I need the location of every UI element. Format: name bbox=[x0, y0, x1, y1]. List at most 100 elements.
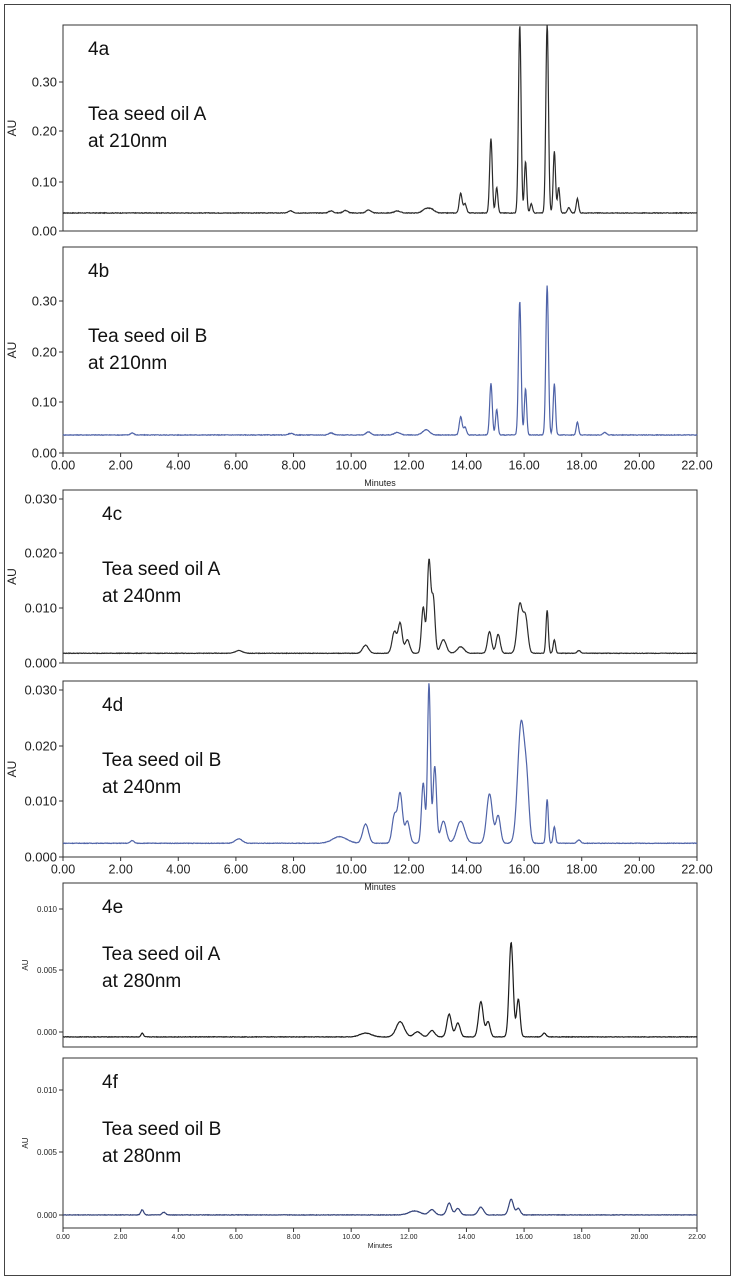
x-tick-label: 4.00 bbox=[171, 1234, 185, 1241]
x-tick-label: 8.00 bbox=[281, 459, 305, 473]
x-tick-label: 6.00 bbox=[224, 863, 248, 877]
x-tick-label: 2.00 bbox=[108, 459, 132, 473]
panel-label: 4c bbox=[102, 504, 122, 525]
figure-border bbox=[4, 4, 731, 1276]
y-tick-label: 0.30 bbox=[32, 294, 57, 309]
x-tick-label: 12.00 bbox=[393, 459, 424, 473]
y-axis-label: AU bbox=[5, 342, 19, 359]
panel-annotation: Tea seed oil B bbox=[102, 1119, 221, 1140]
y-tick-label: 0.020 bbox=[24, 546, 57, 561]
y-tick-label: 0.30 bbox=[32, 75, 57, 90]
x-tick-label: 14.00 bbox=[458, 1234, 476, 1241]
x-tick-label: 20.00 bbox=[624, 863, 655, 877]
panel-annotation: Tea seed oil B bbox=[102, 750, 221, 771]
x-tick-label: 20.00 bbox=[624, 459, 655, 473]
y-tick-label: 0.00 bbox=[32, 224, 57, 239]
y-axis-label: AU bbox=[5, 120, 19, 137]
panel-label: 4e bbox=[102, 897, 123, 918]
x-tick-label: 0.00 bbox=[56, 1234, 70, 1241]
x-tick-label: 2.00 bbox=[108, 863, 132, 877]
chromatogram-trace bbox=[62, 1198, 698, 1217]
panel-label: 4f bbox=[102, 1072, 119, 1093]
y-tick-label: 0.020 bbox=[24, 739, 57, 754]
y-tick-label: 0.010 bbox=[37, 1086, 58, 1095]
x-tick-label: 8.00 bbox=[281, 863, 305, 877]
x-tick-label: 16.00 bbox=[508, 863, 539, 877]
y-axis-label: AU bbox=[5, 761, 19, 778]
panel-annotation: Tea seed oil A bbox=[88, 104, 207, 125]
x-tick-label: 6.00 bbox=[229, 1234, 243, 1241]
x-tick-label: 18.00 bbox=[566, 459, 597, 473]
plot-frame bbox=[62, 246, 698, 454]
y-tick-label: 0.000 bbox=[37, 1028, 58, 1037]
panel-label: 4b bbox=[88, 261, 109, 282]
x-tick-label: 8.00 bbox=[287, 1234, 301, 1241]
x-tick-label: 18.00 bbox=[573, 1234, 591, 1241]
x-tick-label: 22.00 bbox=[681, 459, 712, 473]
x-axis-label: Minutes bbox=[368, 1243, 393, 1250]
y-tick-label: 0.010 bbox=[24, 794, 57, 809]
x-tick-label: 14.00 bbox=[451, 459, 482, 473]
plot-frame bbox=[62, 489, 698, 664]
chromatogram-trace bbox=[62, 683, 698, 845]
y-tick-label: 0.010 bbox=[37, 905, 58, 914]
y-tick-label: 0.20 bbox=[32, 124, 57, 139]
chromatogram-trace bbox=[62, 285, 698, 437]
y-tick-label: 0.00 bbox=[32, 446, 57, 461]
y-tick-label: 0.010 bbox=[24, 601, 57, 616]
x-tick-label: 22.00 bbox=[681, 863, 712, 877]
x-tick-label: 10.00 bbox=[336, 863, 367, 877]
y-axis-label: AU bbox=[21, 959, 30, 970]
plot-frame bbox=[62, 1057, 698, 1229]
x-axis-label: Minutes bbox=[364, 478, 396, 488]
x-tick-label: 16.00 bbox=[508, 459, 539, 473]
plot-frame bbox=[62, 882, 698, 1048]
x-tick-label: 14.00 bbox=[451, 863, 482, 877]
panel-annotation: Tea seed oil A bbox=[102, 944, 221, 965]
chromatogram-trace bbox=[62, 24, 698, 215]
x-tick-label: 18.00 bbox=[566, 863, 597, 877]
y-tick-label: 0.030 bbox=[24, 683, 57, 698]
x-axis-label: Minutes bbox=[364, 882, 396, 892]
x-tick-label: 16.00 bbox=[515, 1234, 533, 1241]
panel-annotation: at 280nm bbox=[102, 1146, 181, 1167]
x-tick-label: 10.00 bbox=[336, 459, 367, 473]
y-tick-label: 0.20 bbox=[32, 345, 57, 360]
x-tick-label: 0.00 bbox=[51, 459, 75, 473]
y-tick-label: 0.10 bbox=[32, 175, 57, 190]
x-tick-label: 20.00 bbox=[631, 1234, 649, 1241]
panel-4f: 0.000 0.005 0.010 AU 0.00 2.00 4.00 6.00 8.00 10.… bbox=[21, 1057, 706, 1250]
y-tick-label: 0.000 bbox=[37, 1211, 58, 1220]
x-tick-label: 10.00 bbox=[342, 1234, 360, 1241]
x-tick-label: 4.00 bbox=[166, 863, 190, 877]
x-tick-label: 6.00 bbox=[224, 459, 248, 473]
panel-4e: 0.000 0.005 0.010 AU 4e Tea seed oil A at 280n… bbox=[21, 882, 698, 1048]
panel-annotation: at 280nm bbox=[102, 971, 181, 992]
panel-annotation: at 210nm bbox=[88, 131, 167, 152]
x-tick-label: 0.00 bbox=[51, 863, 75, 877]
panel-annotation: Tea seed oil B bbox=[88, 326, 207, 347]
panel-4c: 0.000 0.010 0.020 0.030 AU 4c Tea seed oil A at… bbox=[5, 489, 698, 671]
x-tick-label: 12.00 bbox=[400, 1234, 418, 1241]
panel-annotation: at 240nm bbox=[102, 586, 181, 607]
chromatogram-trace bbox=[62, 941, 698, 1038]
x-tick-label: 2.00 bbox=[114, 1234, 128, 1241]
panel-4b: 0.00 0.10 0.20 0.30 AU 0.00 2.00 4.00 6.00 8.00 10… bbox=[5, 246, 713, 488]
x-tick-label: 22.00 bbox=[688, 1234, 706, 1241]
x-tick-label: 12.00 bbox=[393, 863, 424, 877]
y-tick-label: 0.000 bbox=[24, 850, 57, 865]
y-tick-label: 0.10 bbox=[32, 395, 57, 410]
x-tick-label: 4.00 bbox=[166, 459, 190, 473]
panel-annotation: Tea seed oil A bbox=[102, 559, 221, 580]
y-tick-label: 0.005 bbox=[37, 1148, 58, 1157]
chromatogram-trace bbox=[62, 558, 698, 655]
panel-annotation: at 210nm bbox=[88, 353, 167, 374]
y-tick-label: 0.000 bbox=[24, 656, 57, 671]
panel-annotation: at 240nm bbox=[102, 777, 181, 798]
y-tick-label: 0.005 bbox=[37, 966, 58, 975]
panel-4a: 0.00 0.10 0.20 0.30 AU 4a Tea seed oil A at 210… bbox=[5, 24, 698, 239]
panel-label: 4a bbox=[88, 39, 110, 60]
plot-frame bbox=[62, 680, 698, 858]
